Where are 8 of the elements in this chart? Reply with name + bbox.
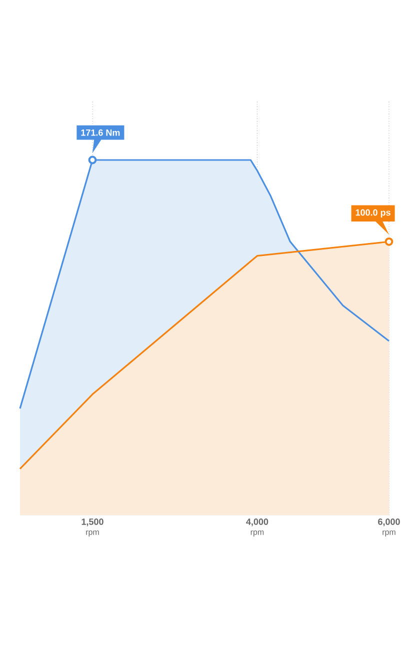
x-tick-label: 6,000 bbox=[378, 518, 400, 526]
annotation: 100.0 ps bbox=[356, 209, 390, 218]
x-axis-title: rpm bbox=[86, 530, 99, 536]
annotation: 171.6 Nm bbox=[81, 129, 120, 136]
x-tick-label: 1,500 bbox=[82, 518, 104, 526]
text: rpm bbox=[382, 530, 396, 536]
text: rpm bbox=[250, 530, 264, 536]
x-tick-label: 4,000 bbox=[246, 518, 268, 526]
